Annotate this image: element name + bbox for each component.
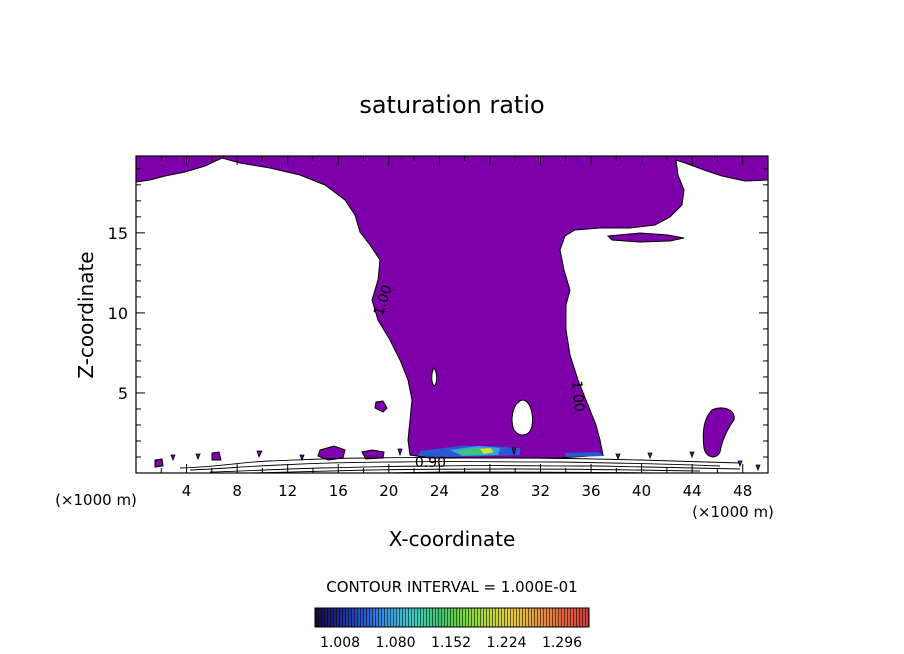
supersaturation-patch-1 <box>374 400 388 413</box>
colorbar-tick-label: 1.296 <box>542 635 582 651</box>
unsaturated-pocket-2 <box>511 399 533 436</box>
surface-contour-lines <box>179 457 741 473</box>
colorbar-tick-label: 1.008 <box>320 635 360 651</box>
supersaturation-region-main <box>136 156 768 459</box>
x-tick-label: 28 <box>480 482 499 500</box>
colorbar-tick-labels: 1.008 1.080 1.152 1.224 1.296 <box>320 635 582 651</box>
supersaturation-patch-2 <box>317 445 346 461</box>
chart-title: saturation ratio <box>359 91 544 119</box>
y-tick-label: 5 <box>118 384 128 403</box>
high-saturation-band-blue-right <box>565 452 605 457</box>
x-tick-label: 36 <box>581 482 600 500</box>
x-unit-right: (×1000 m) <box>692 503 774 521</box>
colorbar-stripes <box>315 608 589 627</box>
x-tick-label: 8 <box>232 482 242 500</box>
colorbar-tick-label: 1.080 <box>375 635 415 651</box>
x-tick-label: 32 <box>531 482 550 500</box>
high-saturation-band-yellow <box>480 448 494 454</box>
x-tick-label: 4 <box>182 482 192 500</box>
x-tick-label: 12 <box>278 482 297 500</box>
supersaturation-strand <box>606 232 685 243</box>
x-tick-label: 44 <box>683 482 702 500</box>
y-axis-label: Z-coordinate <box>74 251 98 378</box>
supersaturation-low-cloud-right <box>702 407 735 458</box>
x-unit-left: (×1000 m) <box>55 491 137 509</box>
plot-frame <box>135 155 769 474</box>
x-tick-label: 40 <box>632 482 651 500</box>
x-axis-label: X-coordinate <box>389 527 516 551</box>
y-tick-label: 10 <box>108 304 128 323</box>
y-tick-label: 15 <box>108 224 128 243</box>
ground-level-cells <box>170 447 761 472</box>
saturation-field <box>136 156 768 473</box>
x-tick-label: 48 <box>733 482 752 500</box>
supersaturation-patch-4 <box>211 451 222 461</box>
x-axis-ticks: 4 8 12 16 20 24 28 32 36 40 44 48 <box>160 156 752 500</box>
contour-interval-text: CONTOUR INTERVAL = 1.000E-01 <box>326 578 577 596</box>
contour-labels: 1.001.000.90 <box>371 283 587 471</box>
supersaturation-patch-5 <box>154 458 164 468</box>
y-axis-ticks: 5 10 15 <box>108 168 768 458</box>
colorbar <box>314 607 590 628</box>
unsaturated-pocket-1 <box>431 367 438 387</box>
x-tick-label: 16 <box>329 482 348 500</box>
colorbar-tick-label: 1.152 <box>431 635 471 651</box>
contour-label: 1.00 <box>568 380 587 412</box>
x-tick-label: 20 <box>379 482 398 500</box>
colorbar-frame <box>314 607 590 628</box>
colorbar-tick-label: 1.224 <box>486 635 526 651</box>
x-tick-label: 24 <box>430 482 449 500</box>
contour-label: 0.90 <box>415 455 446 471</box>
